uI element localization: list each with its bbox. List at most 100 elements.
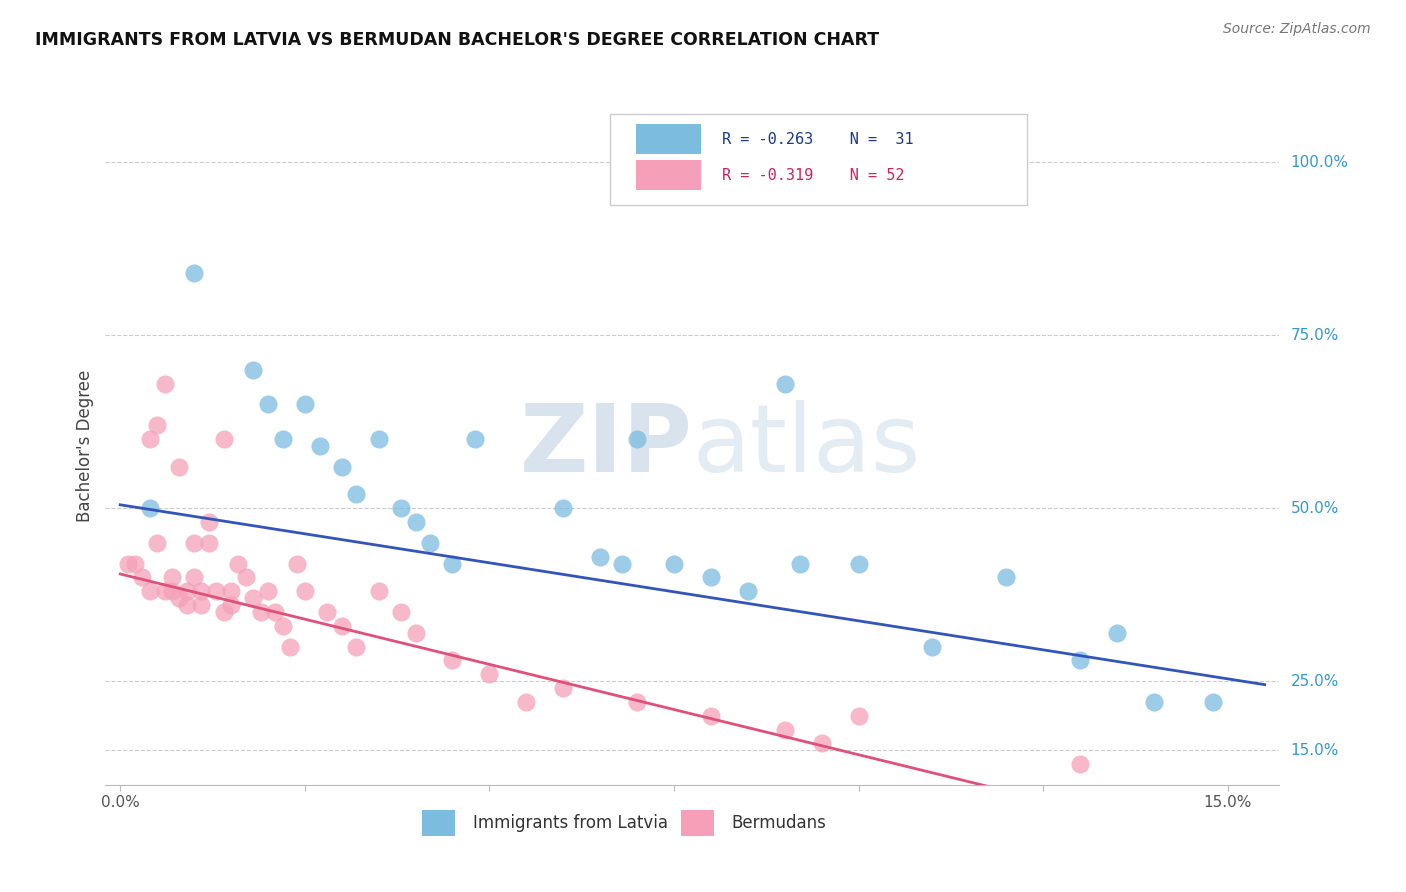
Point: [212, 432, 235, 446]
Point: [219, 598, 242, 612]
Point: [612, 557, 634, 571]
Point: [235, 570, 257, 584]
FancyBboxPatch shape: [422, 810, 456, 836]
Point: [169, 591, 191, 606]
Point: [212, 605, 235, 619]
Point: [367, 432, 389, 446]
FancyBboxPatch shape: [610, 114, 1026, 205]
Point: [789, 557, 811, 571]
Text: R = -0.319    N = 52: R = -0.319 N = 52: [721, 168, 904, 183]
Point: [139, 501, 162, 516]
Point: [346, 487, 368, 501]
Point: [228, 557, 250, 571]
Point: [1105, 625, 1128, 640]
Point: [160, 584, 183, 599]
Point: [153, 584, 176, 599]
Text: 100.0%: 100.0%: [1291, 155, 1348, 169]
Point: [294, 584, 316, 599]
Point: [176, 584, 198, 599]
Point: [848, 708, 870, 723]
Point: [367, 584, 389, 599]
Text: 15.0%: 15.0%: [1291, 743, 1339, 758]
Text: Immigrants from Latvia: Immigrants from Latvia: [472, 814, 668, 832]
Point: [700, 708, 723, 723]
Point: [271, 432, 294, 446]
Point: [242, 363, 264, 377]
Point: [330, 459, 353, 474]
Text: ZIP: ZIP: [520, 400, 692, 492]
Point: [287, 557, 309, 571]
Point: [995, 570, 1018, 584]
Point: [700, 570, 723, 584]
Point: [257, 584, 280, 599]
Text: atlas: atlas: [692, 400, 921, 492]
Point: [389, 605, 412, 619]
Point: [662, 557, 685, 571]
Point: [405, 625, 427, 640]
Text: Source: ZipAtlas.com: Source: ZipAtlas.com: [1223, 22, 1371, 37]
Point: [515, 695, 537, 709]
Point: [183, 536, 205, 550]
FancyBboxPatch shape: [681, 810, 714, 836]
Text: IMMIGRANTS FROM LATVIA VS BERMUDAN BACHELOR'S DEGREE CORRELATION CHART: IMMIGRANTS FROM LATVIA VS BERMUDAN BACHE…: [35, 31, 879, 49]
Point: [153, 376, 176, 391]
Point: [249, 605, 271, 619]
Y-axis label: Bachelor's Degree: Bachelor's Degree: [76, 370, 94, 522]
Point: [441, 653, 464, 667]
Point: [330, 619, 353, 633]
Text: 75.0%: 75.0%: [1291, 328, 1339, 343]
Point: [117, 557, 139, 571]
Point: [183, 570, 205, 584]
Point: [1202, 695, 1225, 709]
Point: [146, 536, 169, 550]
Point: [190, 584, 212, 599]
Point: [737, 584, 759, 599]
Text: 50.0%: 50.0%: [1291, 500, 1339, 516]
Point: [405, 515, 427, 529]
Point: [419, 536, 441, 550]
Point: [190, 598, 212, 612]
Point: [176, 598, 198, 612]
Point: [169, 459, 191, 474]
Point: [921, 640, 943, 654]
Point: [257, 397, 280, 411]
Point: [160, 570, 183, 584]
Point: [1143, 695, 1166, 709]
Point: [205, 584, 228, 599]
Point: [264, 605, 287, 619]
Point: [316, 605, 339, 619]
Point: [464, 432, 486, 446]
Point: [810, 736, 832, 750]
Point: [626, 695, 648, 709]
Point: [308, 439, 330, 453]
Point: [478, 667, 501, 681]
Point: [848, 557, 870, 571]
Point: [773, 376, 796, 391]
Text: R = -0.263    N =  31: R = -0.263 N = 31: [721, 132, 914, 147]
Text: 25.0%: 25.0%: [1291, 673, 1339, 689]
Point: [389, 501, 412, 516]
FancyBboxPatch shape: [636, 124, 700, 154]
Point: [183, 266, 205, 280]
Point: [124, 557, 146, 571]
Point: [589, 549, 612, 564]
Point: [198, 515, 221, 529]
Point: [139, 432, 162, 446]
Point: [626, 432, 648, 446]
Point: [773, 723, 796, 737]
Point: [131, 570, 153, 584]
Point: [271, 619, 294, 633]
Point: [553, 501, 575, 516]
Point: [139, 584, 162, 599]
Point: [198, 536, 221, 550]
Point: [242, 591, 264, 606]
Point: [1069, 653, 1091, 667]
Point: [1069, 757, 1091, 772]
Point: [219, 584, 242, 599]
Text: Bermudans: Bermudans: [731, 814, 827, 832]
Point: [441, 557, 464, 571]
Point: [553, 681, 575, 695]
Point: [294, 397, 316, 411]
Point: [278, 640, 301, 654]
Point: [346, 640, 368, 654]
